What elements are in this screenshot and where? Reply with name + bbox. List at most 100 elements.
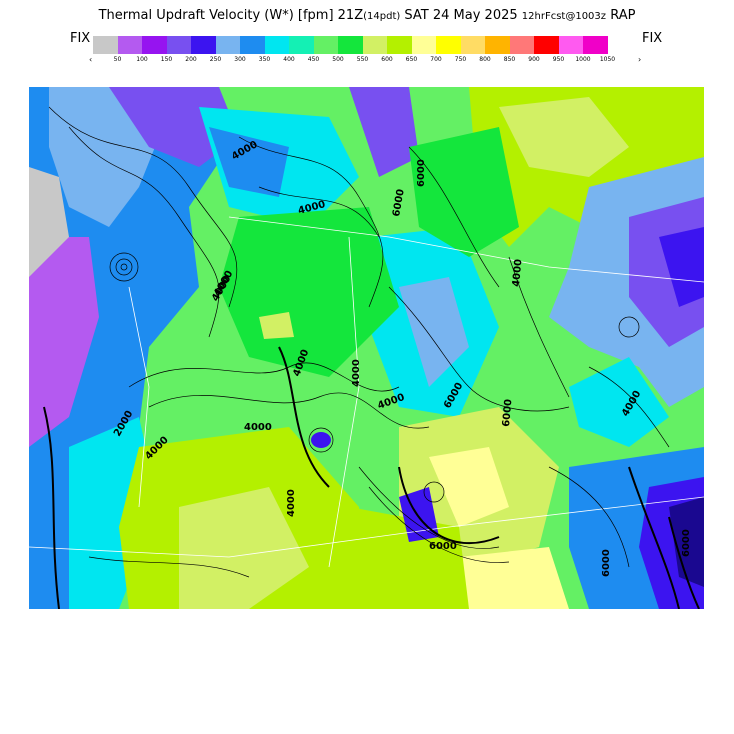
legend-swatch (313, 36, 338, 54)
legend-tick-label: 450 (307, 56, 320, 63)
contour-thin-11 (368, 486, 510, 563)
contour-ring-2 (115, 258, 133, 276)
legend-right-arrow: › (638, 55, 642, 64)
fix-right-label: FIX (642, 31, 663, 46)
contour-thick-3 (398, 466, 500, 545)
legend-swatch (142, 36, 167, 54)
legend-tick-label: 550 (356, 56, 369, 63)
legend-tick-label: 1050 (599, 56, 616, 63)
contour-thin-14 (548, 466, 630, 568)
contour-thin-12 (88, 556, 250, 578)
color-legend (93, 36, 608, 54)
legend-tick-label: 600 (381, 56, 393, 63)
contour-thin-10 (358, 466, 500, 549)
legend-tick-label: 300 (234, 56, 246, 63)
legend-ticks: 50 100 150 200 250 300 350 400 450 500 550 600 650 70… (93, 56, 632, 66)
field-sc-lime (349, 507, 469, 609)
contour-ring-1 (109, 252, 139, 282)
contour-ring-6 (423, 481, 445, 503)
legend-left-arrow: ‹ (89, 55, 93, 64)
field-s-pale (179, 487, 309, 609)
legend-tick-label: 750 (454, 56, 467, 63)
contour-ring-4 (618, 316, 640, 338)
contour-label: 6000 (429, 541, 457, 552)
legend-tick-label: 150 (160, 56, 173, 63)
contour-thin-5 (128, 362, 400, 392)
legend-tick-label: 850 (503, 56, 516, 63)
contour-label: 6000 (601, 549, 612, 577)
contour-label: 4000 (244, 422, 272, 433)
legend-tick-label: 350 (258, 56, 271, 63)
field-c-pale (259, 312, 294, 339)
contour-thin-1 (48, 106, 238, 308)
contour-label: 6000 (681, 529, 692, 557)
field-w-purple (29, 237, 99, 447)
legend-swatch (215, 36, 240, 54)
field-nc-green (409, 127, 519, 257)
border-line-3 (128, 286, 150, 508)
contour-thin-2 (68, 126, 220, 338)
field-w-gray (29, 167, 69, 277)
contour-ring-5 (308, 427, 334, 453)
title-pdt: (14pdt) (363, 11, 401, 22)
legend-swatch (240, 36, 265, 54)
contour-thick-4 (628, 466, 680, 609)
field-nw-purple (109, 87, 239, 167)
contour-thin-8 (408, 146, 500, 288)
legend-tick-label: 650 (405, 56, 418, 63)
legend-swatch (436, 36, 461, 54)
border-line-1 (228, 216, 704, 283)
field-e-violet (659, 227, 704, 307)
legend-swatch (117, 36, 142, 54)
legend-swatch (338, 36, 363, 54)
legend-tick-label: 1000 (575, 56, 591, 63)
field-n-purple (349, 87, 419, 177)
field-e-cyan (569, 357, 669, 447)
legend-tick-label: 50 (113, 56, 122, 63)
title-model: RAP (610, 8, 636, 23)
title-forecast: 12hrFcst@1003z (521, 11, 607, 22)
legend-tick-label: 250 (209, 56, 222, 63)
contour-label: 6000 (501, 399, 514, 428)
contour-label: 6000 (391, 188, 407, 217)
contour-thick-5 (668, 516, 700, 609)
chart-title: Thermal Updraft Velocity (W*) [fpm] 21Z(… (0, 8, 734, 23)
legend-swatch (460, 36, 485, 54)
contour-label: 6000 (416, 159, 427, 187)
legend-tick-label: 700 (430, 56, 442, 63)
field-se-yellow2 (429, 447, 509, 527)
contour-thin-7 (388, 286, 570, 412)
legend-tick-label: 900 (528, 56, 540, 63)
legend-tick-label: 800 (479, 56, 491, 63)
contour-label: 4000 (351, 359, 362, 387)
border-line-2 (29, 496, 704, 558)
contour-label: 4000 (286, 489, 297, 517)
border-line-4 (328, 236, 360, 568)
contour-thin-4 (258, 186, 380, 238)
legend-swatch (289, 36, 314, 54)
legend-swatch (509, 36, 534, 54)
contour-thin-13 (588, 366, 670, 448)
field-ne-pale (499, 97, 629, 177)
legend-swatch (411, 36, 436, 54)
field-c-blue (209, 127, 289, 197)
legend-swatch (362, 36, 387, 54)
contour-thin-9 (508, 256, 570, 398)
contour-label: 4000 (511, 259, 524, 288)
legend-swatch (166, 36, 191, 54)
legend-swatch (534, 36, 559, 54)
legend-tick-label: 500 (332, 56, 344, 63)
field-s-yellow (449, 547, 569, 609)
contour-thin-3 (238, 136, 384, 308)
title-main: Thermal Updraft Velocity (W*) [fpm] 21Z (98, 8, 364, 23)
field-c-blob (311, 432, 331, 448)
legend-tick-label: 200 (185, 56, 197, 63)
fix-left-label: FIX (70, 31, 91, 46)
field-w-lightblue (49, 87, 159, 227)
forecast-map: 4000 4000 4000 4000 4000 4000 6000 4000 6000 6000… (29, 87, 704, 609)
contour-ring-3 (120, 263, 128, 271)
title-date: SAT 24 May 2025 (404, 8, 518, 23)
contour-thick-1 (43, 406, 60, 609)
legend-swatch (485, 36, 510, 54)
legend-swatch (583, 36, 608, 54)
